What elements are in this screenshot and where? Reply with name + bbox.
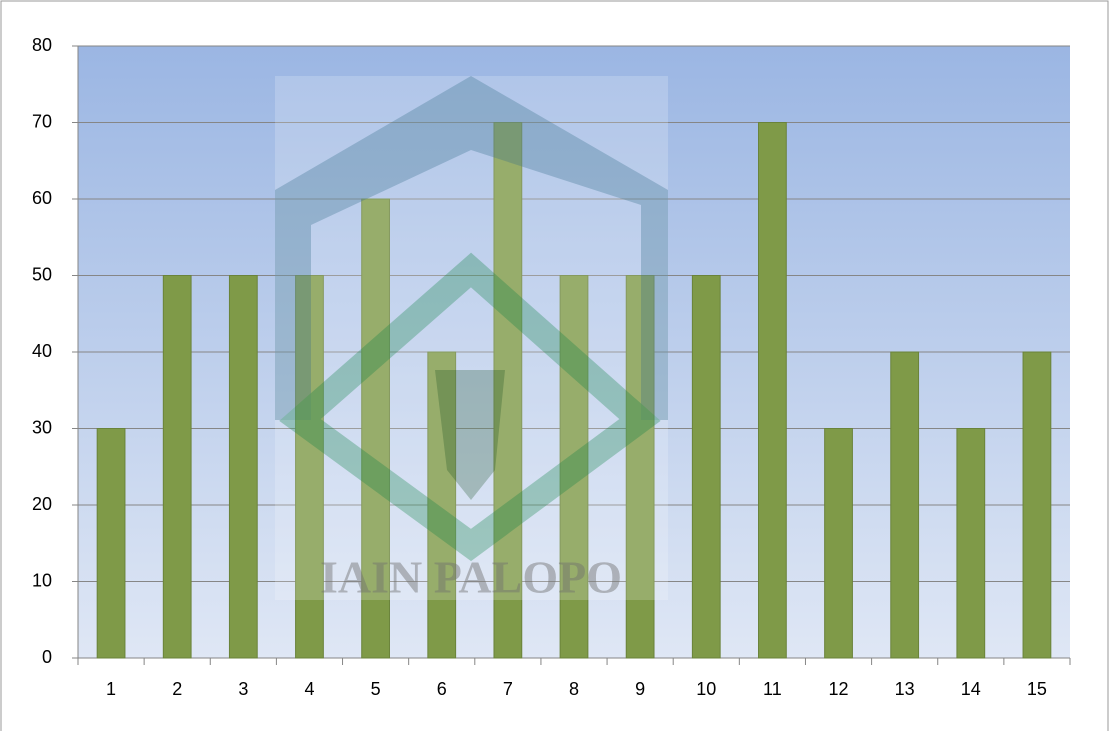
watermark-hexagon (275, 76, 668, 420)
watermark-pen (435, 370, 505, 500)
bar (228, 275, 258, 659)
x-tick-label: 10 (696, 679, 716, 699)
bar (295, 275, 324, 659)
bar (162, 275, 192, 659)
bar (493, 122, 523, 659)
y-tick-label: 60 (32, 188, 52, 208)
bar (890, 351, 920, 659)
x-tick-label: 7 (503, 679, 513, 699)
watermark-text: IAIN PALOPO (320, 552, 622, 603)
x-tick-label: 5 (371, 679, 381, 699)
y-tick-label: 40 (32, 341, 52, 361)
bar (758, 122, 787, 659)
y-tick-label: 30 (32, 417, 52, 437)
bar (427, 351, 457, 659)
y-tick-label: 0 (42, 647, 52, 667)
x-tick-label: 14 (961, 679, 981, 699)
x-tick-label: 12 (829, 679, 849, 699)
watermark: IAIN PALOPO (275, 76, 668, 603)
x-tick-label: 15 (1027, 679, 1047, 699)
x-tick-label: 9 (635, 679, 645, 699)
y-tick-label: 70 (32, 111, 52, 131)
x-tick-label: 6 (437, 679, 447, 699)
x-tick-label: 3 (238, 679, 248, 699)
y-tick-label: 50 (32, 264, 52, 284)
x-tick-label: 4 (304, 679, 314, 699)
y-tick-label: 10 (32, 570, 52, 590)
y-tick-label: 80 (32, 35, 52, 55)
x-tick-label: 8 (569, 679, 579, 699)
bar (559, 275, 589, 659)
bar (824, 428, 853, 659)
bar (956, 428, 986, 659)
bar (361, 198, 390, 659)
bar (1022, 351, 1052, 659)
x-tick-label: 11 (763, 679, 782, 699)
x-tick-label: 2 (172, 679, 182, 699)
watermark-diamond (279, 252, 661, 562)
x-tick-label: 13 (895, 679, 915, 699)
bar (625, 275, 655, 659)
y-tick-label: 20 (32, 494, 52, 514)
x-tick-label: 1 (106, 679, 116, 699)
bar (691, 275, 721, 659)
bar (96, 428, 126, 659)
watermark-panel (275, 76, 668, 600)
